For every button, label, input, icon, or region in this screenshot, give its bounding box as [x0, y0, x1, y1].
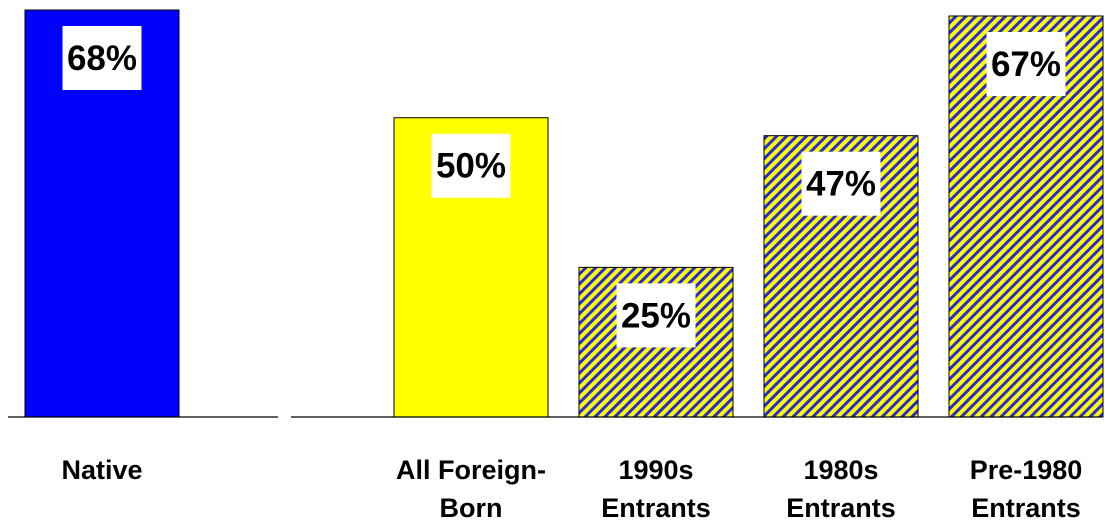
- value-label-0: 68%: [62, 26, 142, 90]
- category-label-line: All Foreign-: [396, 455, 546, 485]
- category-label-0: Native: [61, 455, 142, 485]
- value-label-box-3: [801, 151, 881, 216]
- category-label-line: Pre-1980: [970, 455, 1083, 485]
- value-label-box-1: [431, 133, 511, 198]
- category-label-line: Entrants: [786, 493, 896, 523]
- category-label-1: All Foreign- Born: [396, 455, 546, 523]
- category-label-4: Pre-1980 Entrants: [970, 455, 1083, 523]
- category-label-line: Native: [61, 455, 142, 485]
- category-label-line: Entrants: [601, 493, 711, 523]
- value-label-text-1: 50%: [436, 147, 506, 186]
- bars: [24, 9, 1104, 418]
- value-label-text-4: 67%: [991, 45, 1061, 84]
- category-label-line: 1990s: [618, 455, 693, 485]
- value-label-4: 67%: [986, 31, 1066, 96]
- value-labels: 68% 50% 25% 47% 67%: [62, 26, 1066, 348]
- category-label-2: 1990s Entrants: [601, 455, 711, 523]
- category-label-line: Born: [440, 493, 503, 523]
- value-label-text-3: 47%: [806, 165, 876, 204]
- value-label-1: 50%: [431, 133, 511, 198]
- category-label-3: 1980s Entrants: [786, 455, 896, 523]
- value-label-text-0: 68%: [67, 39, 137, 78]
- category-label-line: 1980s: [803, 455, 878, 485]
- value-label-3: 47%: [801, 151, 881, 216]
- value-label-2: 25%: [616, 283, 696, 348]
- value-label-box-2: [616, 283, 696, 348]
- value-label-text-2: 25%: [621, 296, 691, 335]
- value-label-box-0: [62, 26, 142, 90]
- category-label-line: Entrants: [971, 493, 1081, 523]
- value-label-box-4: [986, 31, 1066, 96]
